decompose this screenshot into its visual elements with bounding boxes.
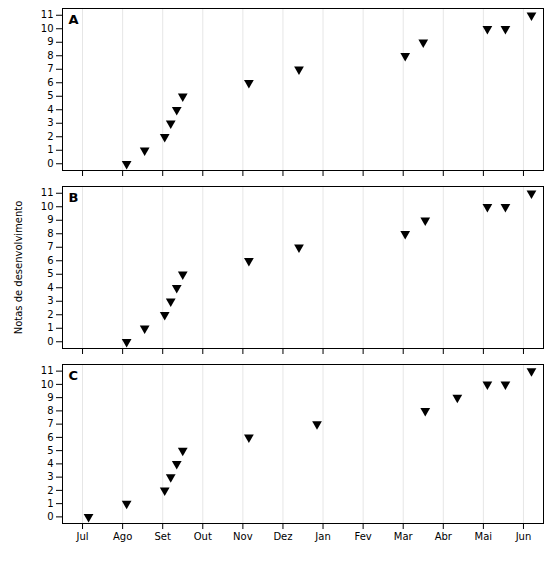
svg-text:Dez: Dez	[273, 531, 292, 542]
svg-text:2: 2	[47, 485, 53, 496]
svg-text:9: 9	[47, 392, 53, 403]
svg-text:11: 11	[41, 9, 54, 20]
svg-text:4: 4	[47, 458, 53, 469]
svg-text:1: 1	[47, 144, 53, 155]
svg-text:Jul: Jul	[76, 531, 89, 542]
svg-text:6: 6	[47, 77, 53, 88]
svg-text:11: 11	[41, 187, 54, 198]
svg-text:3: 3	[47, 295, 53, 306]
svg-text:Mai: Mai	[475, 531, 493, 542]
svg-text:3: 3	[47, 117, 53, 128]
svg-text:Fev: Fev	[354, 531, 371, 542]
svg-text:Out: Out	[194, 531, 212, 542]
svg-text:Jan: Jan	[314, 531, 330, 542]
svg-text:5: 5	[47, 268, 53, 279]
svg-text:9: 9	[47, 214, 53, 225]
svg-text:0: 0	[47, 511, 53, 522]
svg-text:11: 11	[41, 365, 54, 376]
svg-text:5: 5	[47, 90, 53, 101]
svg-text:Ago: Ago	[113, 531, 132, 542]
svg-text:A: A	[69, 12, 79, 27]
svg-text:Notas de desenvolvimento: Notas de desenvolvimento	[13, 201, 24, 335]
svg-text:0: 0	[47, 336, 53, 347]
svg-text:Abr: Abr	[435, 531, 453, 542]
svg-text:7: 7	[47, 418, 53, 429]
svg-text:10: 10	[41, 379, 54, 390]
svg-text:10: 10	[41, 23, 54, 34]
svg-text:3: 3	[47, 471, 53, 482]
svg-text:6: 6	[47, 255, 53, 266]
svg-text:Jun: Jun	[515, 531, 532, 542]
svg-text:8: 8	[47, 405, 53, 416]
svg-text:5: 5	[47, 445, 53, 456]
svg-text:Set: Set	[154, 531, 171, 542]
svg-text:2: 2	[47, 131, 53, 142]
svg-text:4: 4	[47, 104, 53, 115]
svg-text:Nov: Nov	[233, 531, 253, 542]
svg-text:6: 6	[47, 432, 53, 443]
svg-text:8: 8	[47, 50, 53, 61]
svg-text:4: 4	[47, 282, 53, 293]
svg-text:Mar: Mar	[394, 531, 414, 542]
svg-text:C: C	[69, 368, 79, 383]
svg-text:8: 8	[47, 228, 53, 239]
svg-text:2: 2	[47, 309, 53, 320]
svg-text:B: B	[69, 190, 79, 205]
svg-text:1: 1	[47, 498, 53, 509]
svg-text:9: 9	[47, 36, 53, 47]
svg-text:10: 10	[41, 201, 54, 212]
svg-text:1: 1	[47, 322, 53, 333]
svg-text:7: 7	[47, 241, 53, 252]
svg-text:7: 7	[47, 63, 53, 74]
svg-text:0: 0	[47, 158, 53, 169]
